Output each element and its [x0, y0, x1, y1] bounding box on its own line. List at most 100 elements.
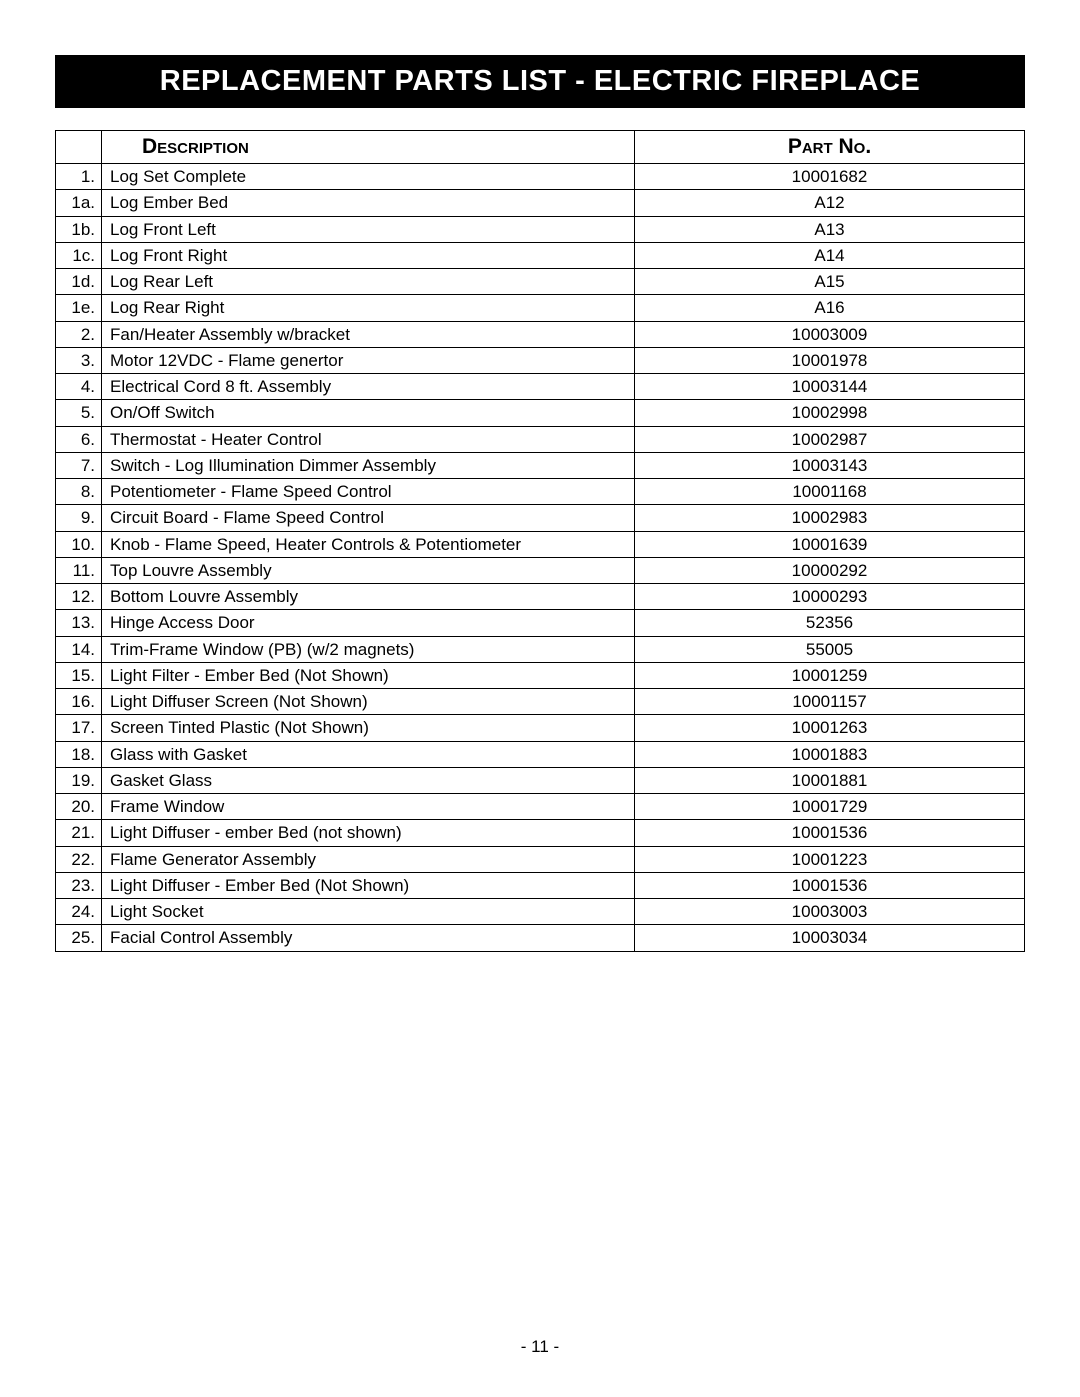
row-number: 4. — [56, 374, 102, 400]
row-partno: 10001157 — [635, 689, 1025, 715]
parts-table: Description Part No. 1.Log Set Complete1… — [55, 130, 1025, 952]
row-number: 1a. — [56, 190, 102, 216]
table-row: 7.Switch - Log Illumination Dimmer Assem… — [56, 452, 1025, 478]
table-row: 16.Light Diffuser Screen (Not Shown)1000… — [56, 689, 1025, 715]
row-description: Thermostat - Heater Control — [102, 426, 635, 452]
table-row: 10.Knob - Flame Speed, Heater Controls &… — [56, 531, 1025, 557]
header-blank — [56, 131, 102, 164]
table-row: 15.Light Filter - Ember Bed (Not Shown)1… — [56, 662, 1025, 688]
table-row: 21.Light Diffuser - ember Bed (not shown… — [56, 820, 1025, 846]
row-description: Motor 12VDC - Flame genertor — [102, 347, 635, 373]
row-description: Trim-Frame Window (PB) (w/2 magnets) — [102, 636, 635, 662]
row-partno: A14 — [635, 242, 1025, 268]
row-number: 21. — [56, 820, 102, 846]
row-description: Circuit Board - Flame Speed Control — [102, 505, 635, 531]
row-description: Light Filter - Ember Bed (Not Shown) — [102, 662, 635, 688]
row-partno: 10002983 — [635, 505, 1025, 531]
row-description: Facial Control Assembly — [102, 925, 635, 951]
row-partno: 55005 — [635, 636, 1025, 662]
row-number: 22. — [56, 846, 102, 872]
table-row: 14.Trim-Frame Window (PB) (w/2 magnets)5… — [56, 636, 1025, 662]
row-number: 1d. — [56, 269, 102, 295]
row-description: Frame Window — [102, 794, 635, 820]
table-row: 13.Hinge Access Door52356 — [56, 610, 1025, 636]
row-description: Switch - Log Illumination Dimmer Assembl… — [102, 452, 635, 478]
row-number: 25. — [56, 925, 102, 951]
row-partno: 10001223 — [635, 846, 1025, 872]
row-description: Log Rear Right — [102, 295, 635, 321]
row-number: 11. — [56, 557, 102, 583]
table-row: 17.Screen Tinted Plastic (Not Shown)1000… — [56, 715, 1025, 741]
row-description: Fan/Heater Assembly w/bracket — [102, 321, 635, 347]
row-number: 13. — [56, 610, 102, 636]
row-partno: A16 — [635, 295, 1025, 321]
row-number: 23. — [56, 872, 102, 898]
table-row: 18.Glass with Gasket10001883 — [56, 741, 1025, 767]
row-number: 1. — [56, 164, 102, 190]
row-description: Gasket Glass — [102, 767, 635, 793]
row-partno: 10002998 — [635, 400, 1025, 426]
row-number: 20. — [56, 794, 102, 820]
table-row: 9.Circuit Board - Flame Speed Control100… — [56, 505, 1025, 531]
row-partno: 10001978 — [635, 347, 1025, 373]
header-description: Description — [102, 131, 635, 164]
row-partno: A12 — [635, 190, 1025, 216]
row-number: 12. — [56, 584, 102, 610]
row-number: 1e. — [56, 295, 102, 321]
table-row: 25.Facial Control Assembly10003034 — [56, 925, 1025, 951]
row-number: 16. — [56, 689, 102, 715]
table-row: 1b.Log Front LeftA13 — [56, 216, 1025, 242]
row-partno: 10001682 — [635, 164, 1025, 190]
row-description: Log Front Left — [102, 216, 635, 242]
table-row: 1a.Log Ember BedA12 — [56, 190, 1025, 216]
row-description: Log Rear Left — [102, 269, 635, 295]
row-partno: 10003003 — [635, 899, 1025, 925]
row-description: Hinge Access Door — [102, 610, 635, 636]
row-partno: 10001729 — [635, 794, 1025, 820]
row-number: 1c. — [56, 242, 102, 268]
row-description: Flame Generator Assembly — [102, 846, 635, 872]
row-description: Log Front Right — [102, 242, 635, 268]
row-partno: A15 — [635, 269, 1025, 295]
row-partno: 10001883 — [635, 741, 1025, 767]
table-row: 1d.Log Rear LeftA15 — [56, 269, 1025, 295]
row-description: Top Louvre Assembly — [102, 557, 635, 583]
row-partno: 10001881 — [635, 767, 1025, 793]
row-partno: 10001168 — [635, 479, 1025, 505]
row-partno: 10001536 — [635, 820, 1025, 846]
row-number: 9. — [56, 505, 102, 531]
row-description: Light Diffuser - Ember Bed (Not Shown) — [102, 872, 635, 898]
row-partno: 10003009 — [635, 321, 1025, 347]
row-number: 18. — [56, 741, 102, 767]
row-description: On/Off Switch — [102, 400, 635, 426]
row-partno: 10003144 — [635, 374, 1025, 400]
table-row: 1e.Log Rear RightA16 — [56, 295, 1025, 321]
row-number: 10. — [56, 531, 102, 557]
row-description: Bottom Louvre Assembly — [102, 584, 635, 610]
row-description: Light Diffuser Screen (Not Shown) — [102, 689, 635, 715]
table-row: 23.Light Diffuser - Ember Bed (Not Shown… — [56, 872, 1025, 898]
row-number: 24. — [56, 899, 102, 925]
row-partno: 10000292 — [635, 557, 1025, 583]
row-number: 14. — [56, 636, 102, 662]
row-description: Light Socket — [102, 899, 635, 925]
row-description: Log Set Complete — [102, 164, 635, 190]
row-partno: 10003143 — [635, 452, 1025, 478]
table-row: 20.Frame Window10001729 — [56, 794, 1025, 820]
row-partno: A13 — [635, 216, 1025, 242]
table-row: 1.Log Set Complete10001682 — [56, 164, 1025, 190]
header-partno: Part No. — [635, 131, 1025, 164]
row-number: 5. — [56, 400, 102, 426]
row-partno: 52356 — [635, 610, 1025, 636]
row-description: Screen Tinted Plastic (Not Shown) — [102, 715, 635, 741]
row-number: 1b. — [56, 216, 102, 242]
row-partno: 10001536 — [635, 872, 1025, 898]
row-number: 2. — [56, 321, 102, 347]
table-row: 22.Flame Generator Assembly10001223 — [56, 846, 1025, 872]
table-header-row: Description Part No. — [56, 131, 1025, 164]
row-number: 7. — [56, 452, 102, 478]
row-partno: 10001259 — [635, 662, 1025, 688]
row-partno: 10000293 — [635, 584, 1025, 610]
row-partno: 10001639 — [635, 531, 1025, 557]
table-row: 24.Light Socket10003003 — [56, 899, 1025, 925]
